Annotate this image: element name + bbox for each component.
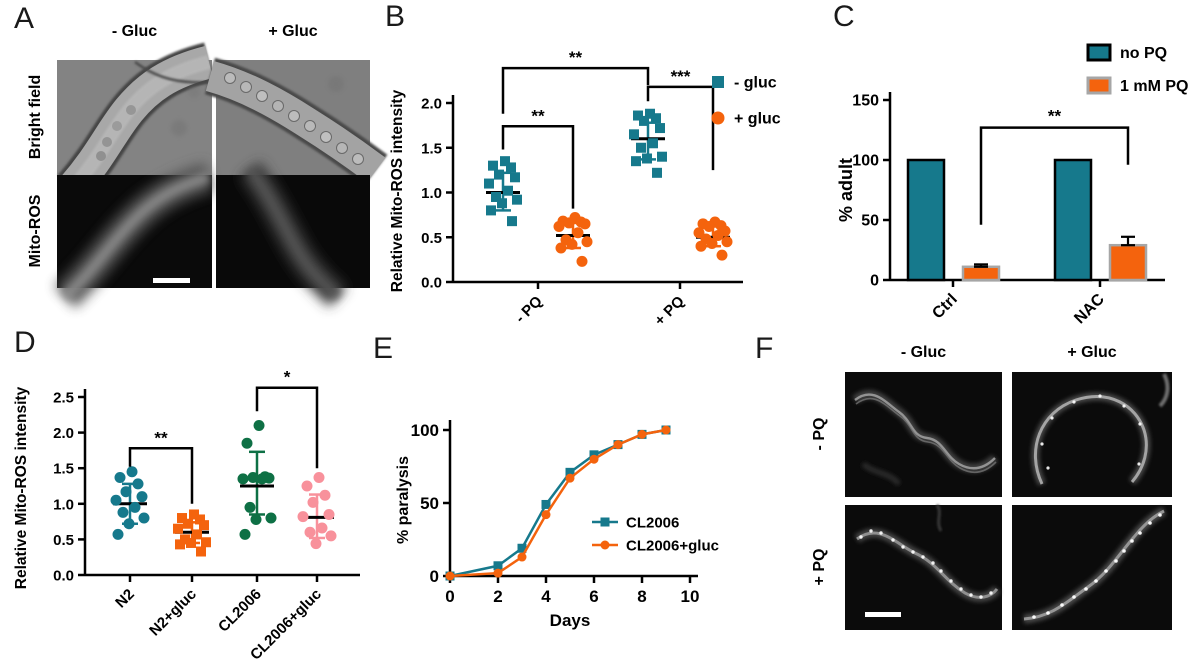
svg-text:- PQ: - PQ bbox=[512, 293, 546, 327]
panel-a-row-label-mito-ros: Mito-ROS bbox=[27, 194, 44, 268]
micrograph-mito-ros-minus-gluc bbox=[54, 162, 214, 308]
svg-text:1.5: 1.5 bbox=[421, 140, 442, 157]
panel-c-label: C bbox=[833, 0, 855, 33]
chart-c-percent-adult-bar: 0 50 100 150 Ctrl NAC ** no PQ 1 mM PQ % adult bbox=[836, 43, 1188, 327]
svg-text:0.0: 0.0 bbox=[421, 275, 442, 292]
svg-text:0: 0 bbox=[430, 567, 439, 586]
scale-bar bbox=[865, 612, 901, 617]
chart-e-paralysis-line: 0 50 100 0 2 4 6 8 10 Days CL2006 CL2006+gluc % para… bbox=[395, 420, 719, 630]
svg-text:CL2006: CL2006 bbox=[215, 586, 265, 636]
svg-text:**: ** bbox=[569, 48, 583, 67]
chart-b-mito-ros-scatter: 0.00.51.01.52.0- PQ + PQ*******- gluc+ gl… bbox=[389, 48, 781, 330]
svg-text:0.5: 0.5 bbox=[421, 230, 442, 247]
svg-text:0.0: 0.0 bbox=[53, 568, 74, 585]
svg-text:4: 4 bbox=[541, 587, 551, 606]
micrograph-minus-pq-plus-gluc bbox=[1012, 372, 1172, 497]
panel-b-label: B bbox=[385, 0, 406, 33]
svg-text:1.5: 1.5 bbox=[53, 461, 74, 478]
svg-text:10: 10 bbox=[681, 587, 700, 606]
svg-text:**: ** bbox=[1048, 107, 1062, 126]
svg-text:Days: Days bbox=[550, 611, 591, 630]
svg-text:50: 50 bbox=[861, 213, 879, 230]
micrograph-minus-pq-minus-gluc bbox=[845, 372, 1002, 497]
panel-a-col-header-plus-gluc: + Gluc bbox=[268, 23, 318, 40]
chart-d-mito-ros-scatter: 0.00.51.01.52.02.5N2 N2+gluc CL2006CL2006+… bbox=[13, 368, 360, 664]
panel-e-label: E bbox=[373, 332, 394, 365]
panel-a-row-label-bright-field: Bright field bbox=[27, 74, 44, 160]
svg-text:N2: N2 bbox=[112, 586, 138, 612]
svg-text:2.5: 2.5 bbox=[53, 390, 74, 407]
svg-text:*: * bbox=[284, 368, 291, 387]
micrograph-bright-field-minus-gluc bbox=[57, 42, 215, 202]
svg-text:2: 2 bbox=[493, 587, 502, 606]
svg-text:Relative Mito-ROS intensity: Relative Mito-ROS intensity bbox=[13, 386, 30, 589]
panel-a-label: A bbox=[14, 2, 35, 35]
svg-text:100: 100 bbox=[411, 421, 439, 440]
panel-f-row-label-plus-pq: + PQ bbox=[811, 548, 828, 586]
svg-text:- gluc: - gluc bbox=[734, 75, 777, 92]
svg-text:2.0: 2.0 bbox=[53, 425, 74, 442]
svg-text:N2+gluc: N2+gluc bbox=[146, 586, 200, 640]
micrograph-mito-ros-plus-gluc bbox=[216, 161, 370, 307]
scale-bar bbox=[153, 278, 190, 283]
micrograph-plus-pq-minus-gluc bbox=[845, 504, 1002, 630]
panel-a-col-header-minus-gluc: - Gluc bbox=[111, 23, 158, 40]
svg-text:+ PQ: + PQ bbox=[651, 293, 688, 330]
svg-text:2.0: 2.0 bbox=[421, 96, 442, 113]
svg-text:CL2006+gluc: CL2006+gluc bbox=[626, 538, 719, 555]
svg-text:6: 6 bbox=[589, 587, 598, 606]
svg-text:0.5: 0.5 bbox=[53, 532, 74, 549]
svg-text:100: 100 bbox=[852, 153, 879, 170]
svg-text:**: ** bbox=[154, 428, 168, 447]
panel-f-label: F bbox=[755, 332, 774, 365]
svg-text:0: 0 bbox=[870, 273, 879, 290]
svg-text:**: ** bbox=[531, 106, 545, 125]
panel-f-row-label-minus-pq: - PQ bbox=[811, 417, 828, 451]
panel-d-label: D bbox=[14, 326, 36, 359]
svg-text:% paralysis: % paralysis bbox=[395, 456, 412, 544]
micrograph-bright-field-plus-gluc bbox=[204, 57, 388, 186]
svg-text:CL2006: CL2006 bbox=[626, 515, 679, 532]
svg-text:0: 0 bbox=[445, 587, 454, 606]
svg-text:8: 8 bbox=[637, 587, 646, 606]
svg-text:no PQ: no PQ bbox=[1120, 45, 1167, 62]
micrograph-plus-pq-plus-gluc bbox=[1012, 505, 1172, 630]
svg-text:% adult: % adult bbox=[836, 158, 856, 222]
svg-text:1 mM PQ: 1 mM PQ bbox=[1120, 78, 1188, 95]
svg-text:1.0: 1.0 bbox=[53, 496, 74, 513]
svg-text:+ gluc: + gluc bbox=[734, 111, 781, 128]
svg-text:Ctrl: Ctrl bbox=[929, 291, 961, 323]
svg-text:***: *** bbox=[671, 67, 691, 86]
svg-text:1.0: 1.0 bbox=[421, 185, 442, 202]
svg-text:150: 150 bbox=[852, 93, 879, 110]
svg-text:50: 50 bbox=[420, 494, 439, 513]
panel-f-col-header-minus-gluc: - Gluc bbox=[900, 344, 947, 361]
svg-text:NAC: NAC bbox=[1071, 290, 1108, 327]
panel-f-col-header-plus-gluc: + Gluc bbox=[1067, 344, 1117, 361]
svg-text:Relative Mito-ROS intensity: Relative Mito-ROS intensity bbox=[389, 89, 406, 292]
